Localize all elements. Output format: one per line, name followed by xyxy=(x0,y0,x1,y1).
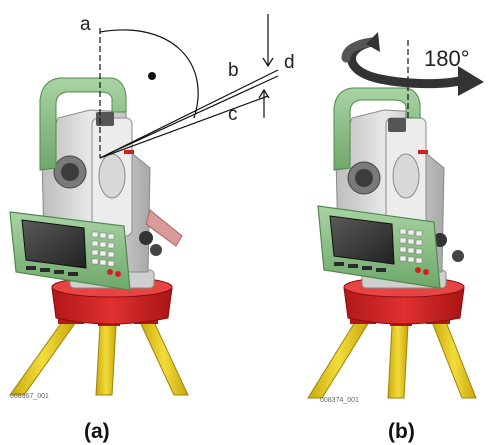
tripod-a xyxy=(9,312,189,396)
label-d: d xyxy=(284,52,295,73)
label-a: a xyxy=(80,14,91,35)
rotation-label: 180° xyxy=(424,46,470,71)
label-b: b xyxy=(228,60,239,81)
display-keyboard-b xyxy=(317,205,441,289)
green-handle-b xyxy=(333,87,421,171)
line-of-sight-b xyxy=(99,69,279,159)
tripod-b xyxy=(307,312,477,399)
label-c: c xyxy=(228,104,238,125)
image-code-b: 008374_001 xyxy=(320,397,359,404)
panel-b: 180° 008374_001 (b) xyxy=(307,32,484,443)
panel-a: a b c d 008367_001 (a) xyxy=(9,14,295,443)
zenith-angle-arc xyxy=(99,29,199,119)
line-of-sight-c xyxy=(99,95,269,159)
angle-diagram-a xyxy=(99,14,279,159)
line-of-sight-b-parallel xyxy=(107,75,279,155)
image-code-a: 008367_001 xyxy=(10,393,49,400)
green-handle-a xyxy=(39,77,183,247)
display-keyboard-a xyxy=(9,211,131,291)
caption-a: (a) xyxy=(84,420,110,443)
target-dot xyxy=(148,72,156,80)
rotation-arrow-icon xyxy=(341,32,484,96)
caption-b: (b) xyxy=(388,420,415,443)
